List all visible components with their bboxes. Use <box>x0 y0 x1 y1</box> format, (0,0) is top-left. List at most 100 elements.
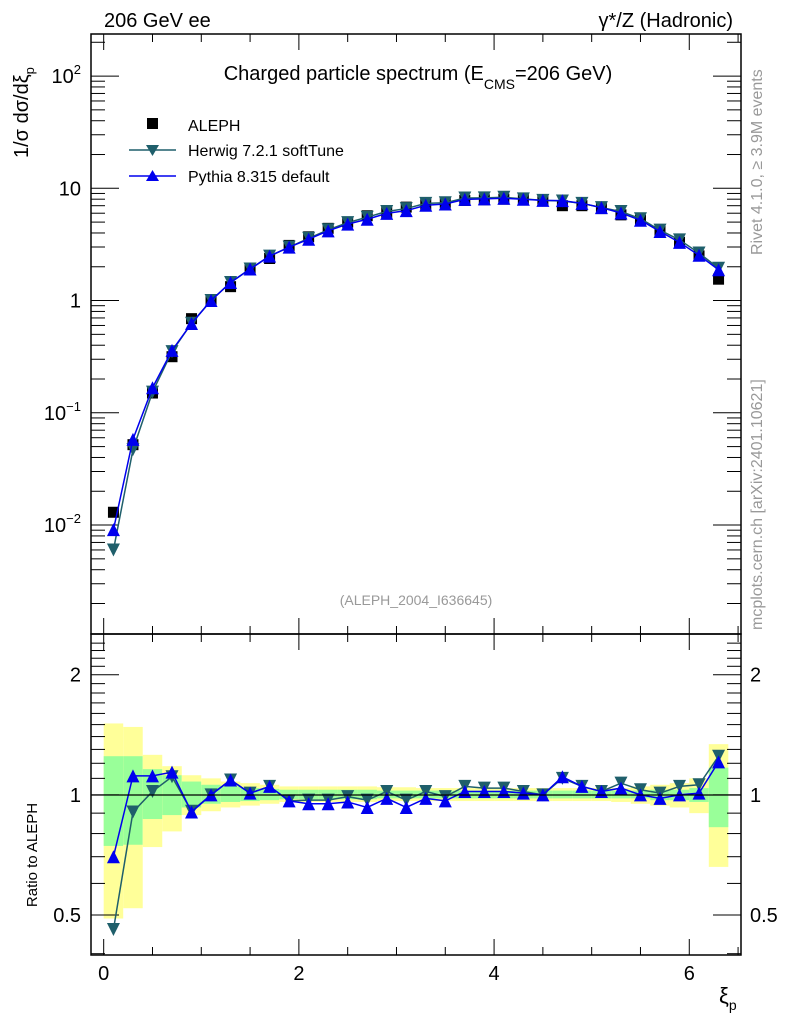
legend-label-aleph: ALEPH <box>188 118 240 135</box>
herwig-ratio-point <box>399 793 413 807</box>
x-tick-label: 6 <box>684 963 695 985</box>
rivet-label: Rivet 4.1.0, ≥ 3.9M events <box>749 69 766 255</box>
header-right: γ*/Z (Hadronic) <box>599 10 733 32</box>
pythia-point <box>106 523 120 537</box>
plot-title-subscript: CMS <box>484 76 515 92</box>
legend-marker-herwig <box>146 145 159 156</box>
x-tick-label: 0 <box>98 963 109 985</box>
pythia-ratio-point <box>419 791 433 805</box>
y-tick-label: 10−1 <box>44 399 81 425</box>
pythia-point <box>692 248 706 262</box>
herwig-ratio-point <box>673 779 687 793</box>
y-tick-label: 102 <box>52 62 81 88</box>
legend: ALEPH Herwig 7.2.1 softTune Pythia 8.315… <box>129 118 344 186</box>
pythia-point <box>633 213 647 227</box>
x-tick-label: 2 <box>293 963 304 985</box>
pythia-ratio-point <box>360 800 374 814</box>
pythia-ratio-point <box>185 805 199 819</box>
ratio-tick-label-left: 0.5 <box>53 905 81 927</box>
ratio-tick-label-right: 0.5 <box>750 905 778 927</box>
legend-label-pythia: Pythia 8.315 default <box>188 169 330 186</box>
pythia-ratio-point <box>302 797 316 811</box>
pythia-ratio-point <box>399 800 413 814</box>
pythia-point <box>243 262 257 276</box>
pythia-point <box>575 196 589 210</box>
pythia-point <box>263 249 277 263</box>
pythia-point <box>282 240 296 254</box>
data-series <box>106 190 726 936</box>
herwig-point <box>126 443 140 457</box>
analysis-label: (ALEPH_2004_I636645) <box>340 592 493 608</box>
pythia-point <box>341 217 355 231</box>
herwig-ratio-point <box>419 784 433 798</box>
ratio-tick-label-right: 2 <box>750 665 761 687</box>
pythia-point <box>438 197 452 211</box>
pythia-ratio-point <box>614 781 628 795</box>
herwig-ratio-point <box>360 793 374 807</box>
pythia-line <box>112 197 719 530</box>
legend-label-herwig: Herwig 7.2.1 softTune <box>188 143 344 160</box>
axis-ticks <box>91 34 741 955</box>
y-axis-label: 1/σ dσ/dξp <box>11 67 37 158</box>
pythia-ratio-point <box>243 786 257 800</box>
pythia-point <box>555 194 569 208</box>
x-axis-label: ξp <box>719 983 737 1013</box>
pythia-point <box>536 193 550 207</box>
pythia-point <box>321 224 335 238</box>
pythia-point <box>653 225 667 239</box>
pythia-point <box>399 204 413 218</box>
pythia-point <box>126 432 140 446</box>
ratio-uncertainty-bands <box>103 723 729 919</box>
pythia-point <box>224 275 238 289</box>
pythia-ratio-point <box>263 779 277 793</box>
aleph-point <box>107 506 119 518</box>
pythia-ratio-point <box>106 850 120 864</box>
herwig-ratio-point <box>380 784 394 798</box>
herwig-ratio-point <box>145 784 159 798</box>
pythia-point <box>204 294 218 308</box>
header-left: 206 GeV ee <box>104 10 211 32</box>
legend-marker-aleph <box>147 118 158 129</box>
pythia-point <box>458 192 472 206</box>
ratio-tick-label-left: 1 <box>70 785 81 807</box>
pythia-ratio-point <box>282 794 296 808</box>
pythia-ratio-point <box>692 786 706 800</box>
pythia-point <box>594 201 608 215</box>
pythia-point <box>516 192 530 206</box>
pythia-point <box>165 343 179 357</box>
pythia-ratio-point <box>653 791 667 805</box>
pythia-point <box>477 192 491 206</box>
pythia-ratio-point <box>126 769 140 783</box>
pythia-point <box>360 212 374 226</box>
herwig-ratio-point <box>692 778 706 792</box>
pythia-ratio-point <box>165 765 179 779</box>
pythia-ratio-point <box>341 795 355 809</box>
pythia-ratio-point <box>712 755 726 769</box>
x-tick-label: 4 <box>489 963 500 985</box>
ratio-axis-label: Ratio to ALEPH <box>24 803 41 907</box>
pythia-point <box>419 198 433 212</box>
pythia-ratio-point <box>145 769 159 783</box>
mcplots-label: mcplots.cern.ch [arXiv:2401.10621] <box>749 379 766 630</box>
pythia-ratio-point <box>516 786 530 800</box>
pythia-point <box>302 232 316 246</box>
band-stat <box>123 756 143 845</box>
pythia-point <box>145 381 159 395</box>
pythia-point <box>380 206 394 220</box>
ratio-tick-label-left: 2 <box>70 665 81 687</box>
aleph-point <box>713 273 725 285</box>
pythia-point <box>712 263 726 277</box>
band-stat <box>220 786 241 802</box>
y-tick-label: 1 <box>70 291 81 313</box>
herwig-line <box>112 196 720 551</box>
pythia-ratio-point <box>575 779 589 793</box>
pythia-ratio-point <box>380 791 394 805</box>
tick-labels: 0 2 4 6 102 10 1 10−1 10−2 2 2 1 1 0.5 0.5 <box>44 62 778 985</box>
pythia-point <box>185 316 199 330</box>
pythia-ratio-point <box>224 773 238 787</box>
pythia-ratio-point <box>321 797 335 811</box>
y-tick-label: 10−2 <box>44 511 81 537</box>
legend-marker-pythia <box>146 170 159 181</box>
herwig-point <box>106 543 120 557</box>
